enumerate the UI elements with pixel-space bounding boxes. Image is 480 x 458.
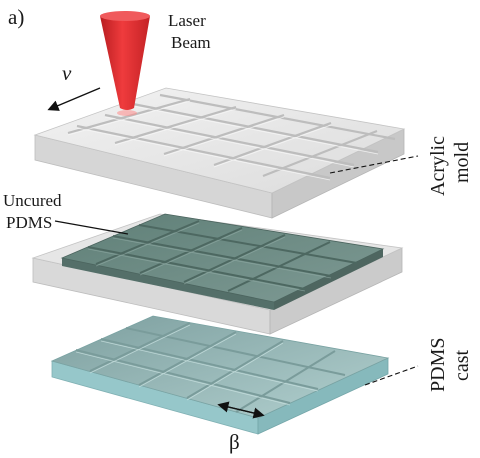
acrylic-mold-leader — [329, 155, 419, 174]
velocity-arrow — [47, 87, 101, 111]
uncured-pdms-leader — [54, 220, 129, 235]
beta-dimension-arrow — [217, 401, 265, 419]
uncured-pdms-grid — [87, 220, 358, 292]
pdms-cast-label-line2: cast — [451, 349, 473, 381]
beta-label: β — [229, 430, 240, 454]
uncured-label-line1: Uncured — [3, 191, 62, 210]
acrylic-label-line2: mold — [451, 142, 473, 183]
velocity-label: v — [62, 61, 72, 85]
pdms-cast-label-line1: PDMS — [427, 338, 449, 392]
pdms-cast-slab — [50, 315, 390, 435]
uncured-label-line2: PDMS — [6, 213, 52, 232]
laser-label-line2: Beam — [171, 33, 211, 52]
panel-label: a) — [8, 5, 24, 29]
uncured-pdms-assembly — [31, 213, 404, 335]
pdms-cast-leader — [364, 365, 419, 386]
pdms-cast-grid — [75, 322, 346, 413]
acrylic-mold-plate — [33, 87, 406, 219]
laser-beam — [100, 11, 150, 116]
acrylic-channels — [67, 93, 396, 180]
laser-label-line1: Laser — [168, 11, 206, 30]
acrylic-label-line1: Acrylic — [427, 136, 449, 196]
